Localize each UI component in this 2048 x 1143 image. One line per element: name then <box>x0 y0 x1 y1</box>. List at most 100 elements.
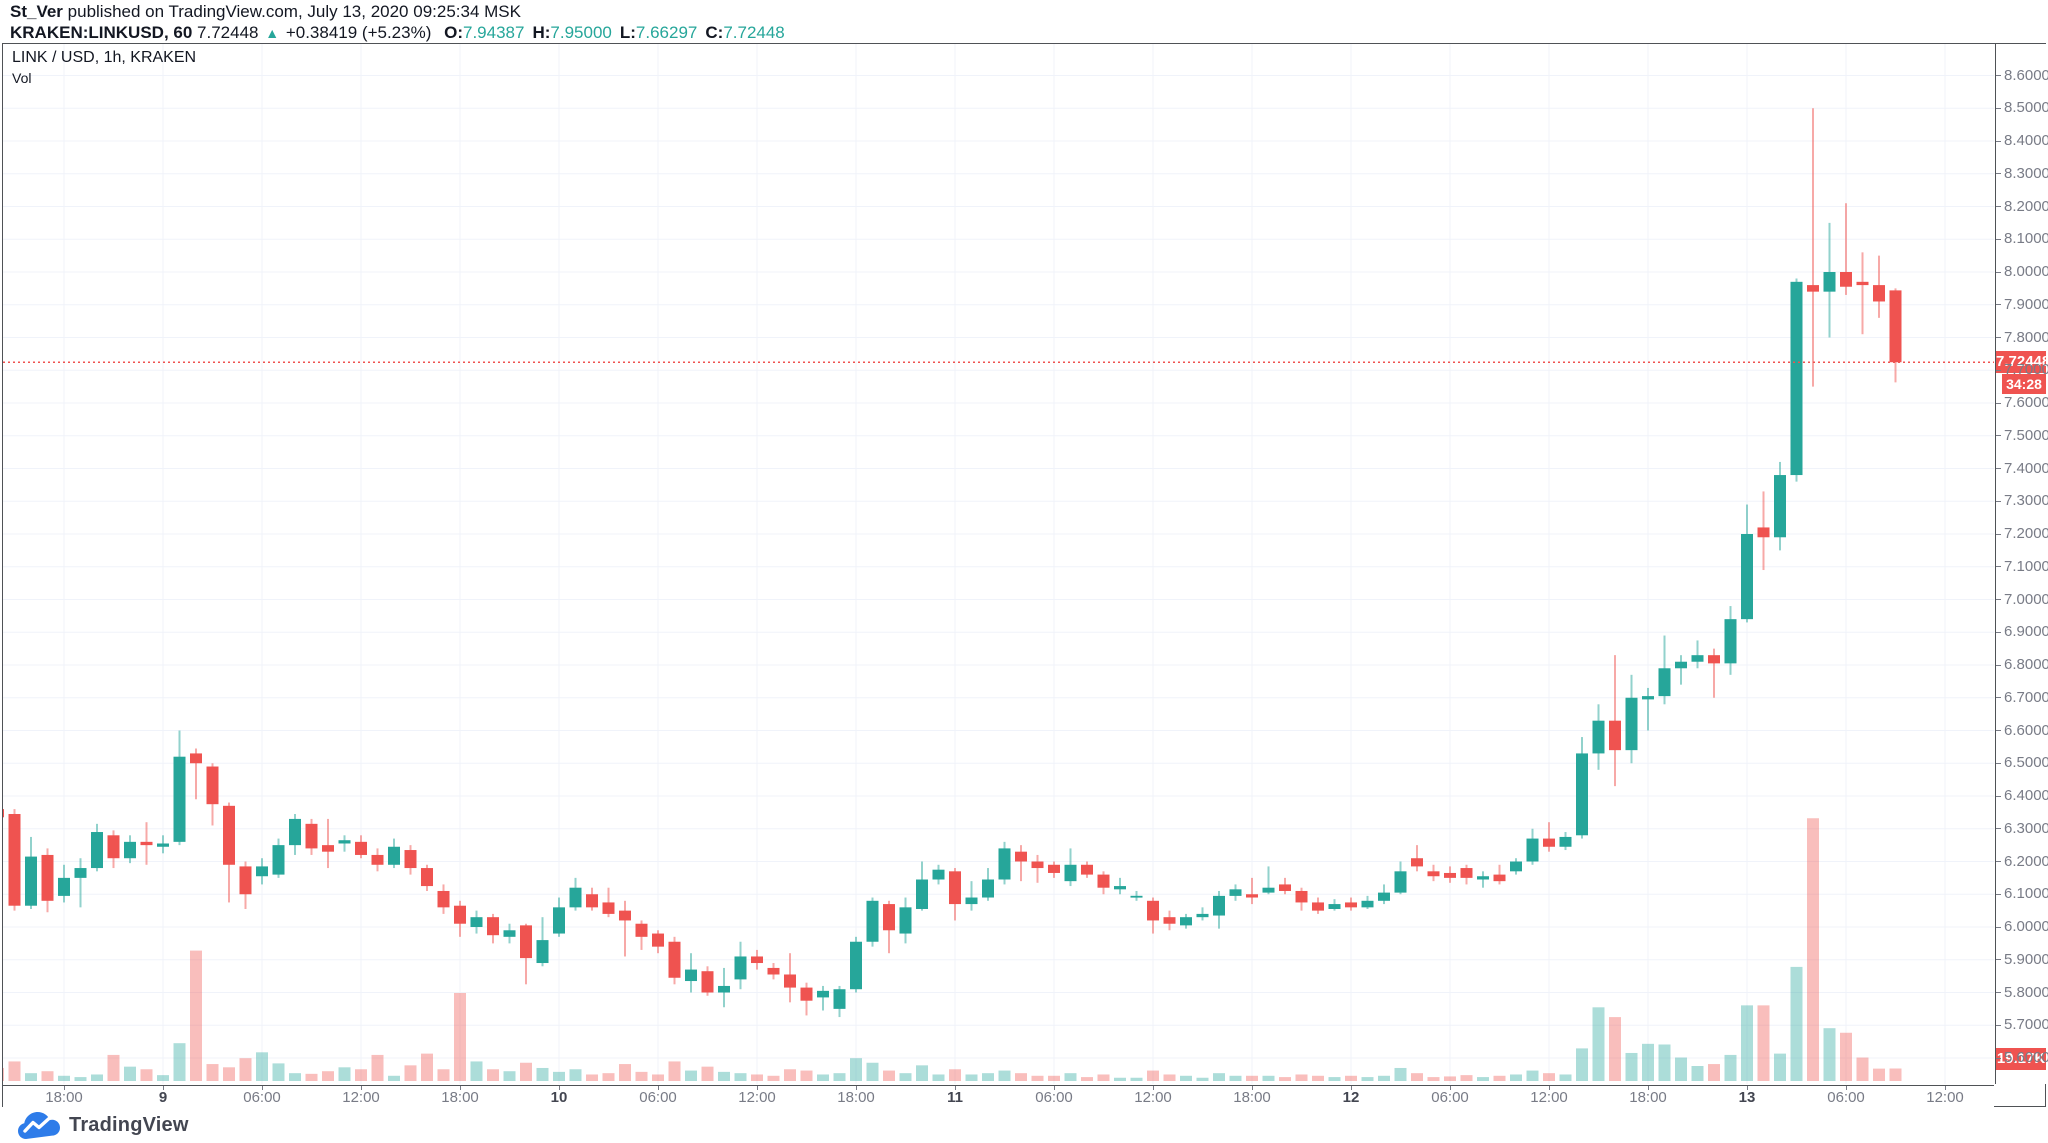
price-tick <box>1996 861 2001 862</box>
time-axis[interactable]: 18:00 9 06:00 12:00 18:00 10 06:00 12:00 18:00 11… <box>3 1085 1994 1107</box>
volume-bar <box>1163 1074 1176 1081</box>
volume-bar <box>1180 1075 1192 1081</box>
price-axis-label: 7.10000 <box>2004 557 2048 575</box>
price-tick <box>1996 762 2001 764</box>
time-tick <box>1054 1086 1055 1090</box>
volume-bar <box>1081 1077 1093 1081</box>
symbol-name: KRAKEN:LINKUSD, 60 <box>10 23 193 42</box>
price-tick <box>1996 697 2001 699</box>
candle-body <box>866 900 879 942</box>
volume-bar <box>1378 1075 1390 1081</box>
time-tick <box>460 1086 461 1090</box>
candle-body <box>553 907 565 934</box>
candle-body <box>668 941 681 978</box>
price-axis[interactable]: 7.72448 34:28 19.17K 5.60000 5.70000 5.800… <box>1995 44 2048 1084</box>
price-tick <box>1996 795 2001 797</box>
price-tick <box>1996 893 2001 895</box>
price-tick <box>1996 75 2001 76</box>
time-axis-label: 18:00 <box>1629 1089 1667 1106</box>
candle-body <box>1196 913 1209 918</box>
candle-body <box>899 907 912 934</box>
volume-bar <box>1873 1068 1885 1081</box>
publish-text: published on TradingView.com, July 13, 2… <box>62 2 521 21</box>
candle-body <box>1889 290 1902 363</box>
time-axis-label: 12:00 <box>738 1089 776 1106</box>
candle-body <box>1180 917 1192 926</box>
candle-body <box>140 841 153 846</box>
price-tick <box>1996 664 2001 666</box>
candle-body <box>850 941 862 990</box>
candle-body <box>998 848 1011 880</box>
candle-body <box>1708 655 1720 664</box>
price-axis-label: 8.30000 <box>2004 164 2048 182</box>
volume-bar <box>520 1062 532 1081</box>
time-axis-label: 06:00 <box>1035 1089 1073 1106</box>
price-axis-label: 6.10000 <box>2004 885 2048 903</box>
volume-bar <box>833 1073 846 1081</box>
last-price: 7.72448 <box>197 23 259 42</box>
chart-plot-area[interactable]: LINK / USD, 1h, KRAKEN Vol <box>3 44 1994 1084</box>
candle-body <box>701 971 714 993</box>
price-tick <box>1996 599 2001 600</box>
candle-body <box>1526 838 1539 862</box>
candle-body <box>157 843 169 847</box>
volume-bar <box>883 1070 895 1081</box>
candle-body <box>1130 895 1143 898</box>
volume-bar <box>1279 1077 1291 1081</box>
volume-bar <box>619 1064 631 1081</box>
price-axis-label: 8.50000 <box>2004 99 2048 117</box>
price-tick <box>1996 107 2001 109</box>
volume-bar <box>1493 1075 1506 1081</box>
volume-bar <box>454 992 466 1081</box>
price-tick <box>1996 173 2001 175</box>
candle-body <box>982 879 994 898</box>
time-tick <box>1351 1086 1352 1090</box>
candle-body <box>41 854 54 901</box>
volume-bar <box>1295 1074 1308 1081</box>
price-tick <box>1996 271 2001 273</box>
volume-bar <box>1345 1075 1357 1081</box>
candle-body <box>256 866 268 877</box>
candle-body <box>1213 895 1225 916</box>
candle-body <box>1658 668 1671 697</box>
candle-body <box>1031 861 1044 869</box>
candle-body <box>289 818 301 846</box>
candle-body <box>1163 917 1176 924</box>
time-axis-label: 12:00 <box>342 1089 380 1106</box>
time-axis-label: 06:00 <box>1431 1089 1469 1106</box>
time-axis-label: 11 <box>947 1089 963 1106</box>
candle-body <box>8 814 21 906</box>
volume-bar <box>355 1069 367 1081</box>
time-tick <box>1747 1086 1748 1090</box>
price-axis-label: 7.40000 <box>2004 459 2048 477</box>
ohlc-value: 7.95000 <box>550 23 612 42</box>
publish-info: St_Ver published on TradingView.com, Jul… <box>10 2 785 21</box>
price-axis-label: 5.60000 <box>2004 1049 2048 1066</box>
volume-bar <box>41 1071 54 1081</box>
volume-bar <box>1576 1048 1588 1081</box>
price-axis-label: 6.90000 <box>2004 623 2048 641</box>
volume-bar <box>58 1075 70 1081</box>
price-axis-label: 6.00000 <box>2004 918 2048 935</box>
candle-body <box>932 869 945 880</box>
volume-bar <box>751 1074 763 1081</box>
price-tick <box>1996 992 2001 993</box>
price-tick <box>1996 468 2001 469</box>
candle-body <box>1246 894 1258 898</box>
candle-body <box>1295 890 1308 903</box>
volume-bar <box>734 1073 747 1081</box>
volume-bar <box>8 1061 21 1081</box>
price-tick <box>1996 304 2001 306</box>
price-tick <box>1996 337 2001 338</box>
candle-body <box>190 753 202 764</box>
current-price-label: 7.72448 <box>1996 351 2048 374</box>
tradingview-logo[interactable]: TradingView <box>69 1113 189 1136</box>
candle-body <box>1823 272 1836 292</box>
price-tick <box>1996 402 2001 404</box>
volume-bar <box>1460 1075 1473 1081</box>
volume-bar <box>1147 1070 1159 1081</box>
candle-body <box>916 879 928 909</box>
candle-body <box>3 809 4 818</box>
time-axis-label: 06:00 <box>243 1089 281 1106</box>
